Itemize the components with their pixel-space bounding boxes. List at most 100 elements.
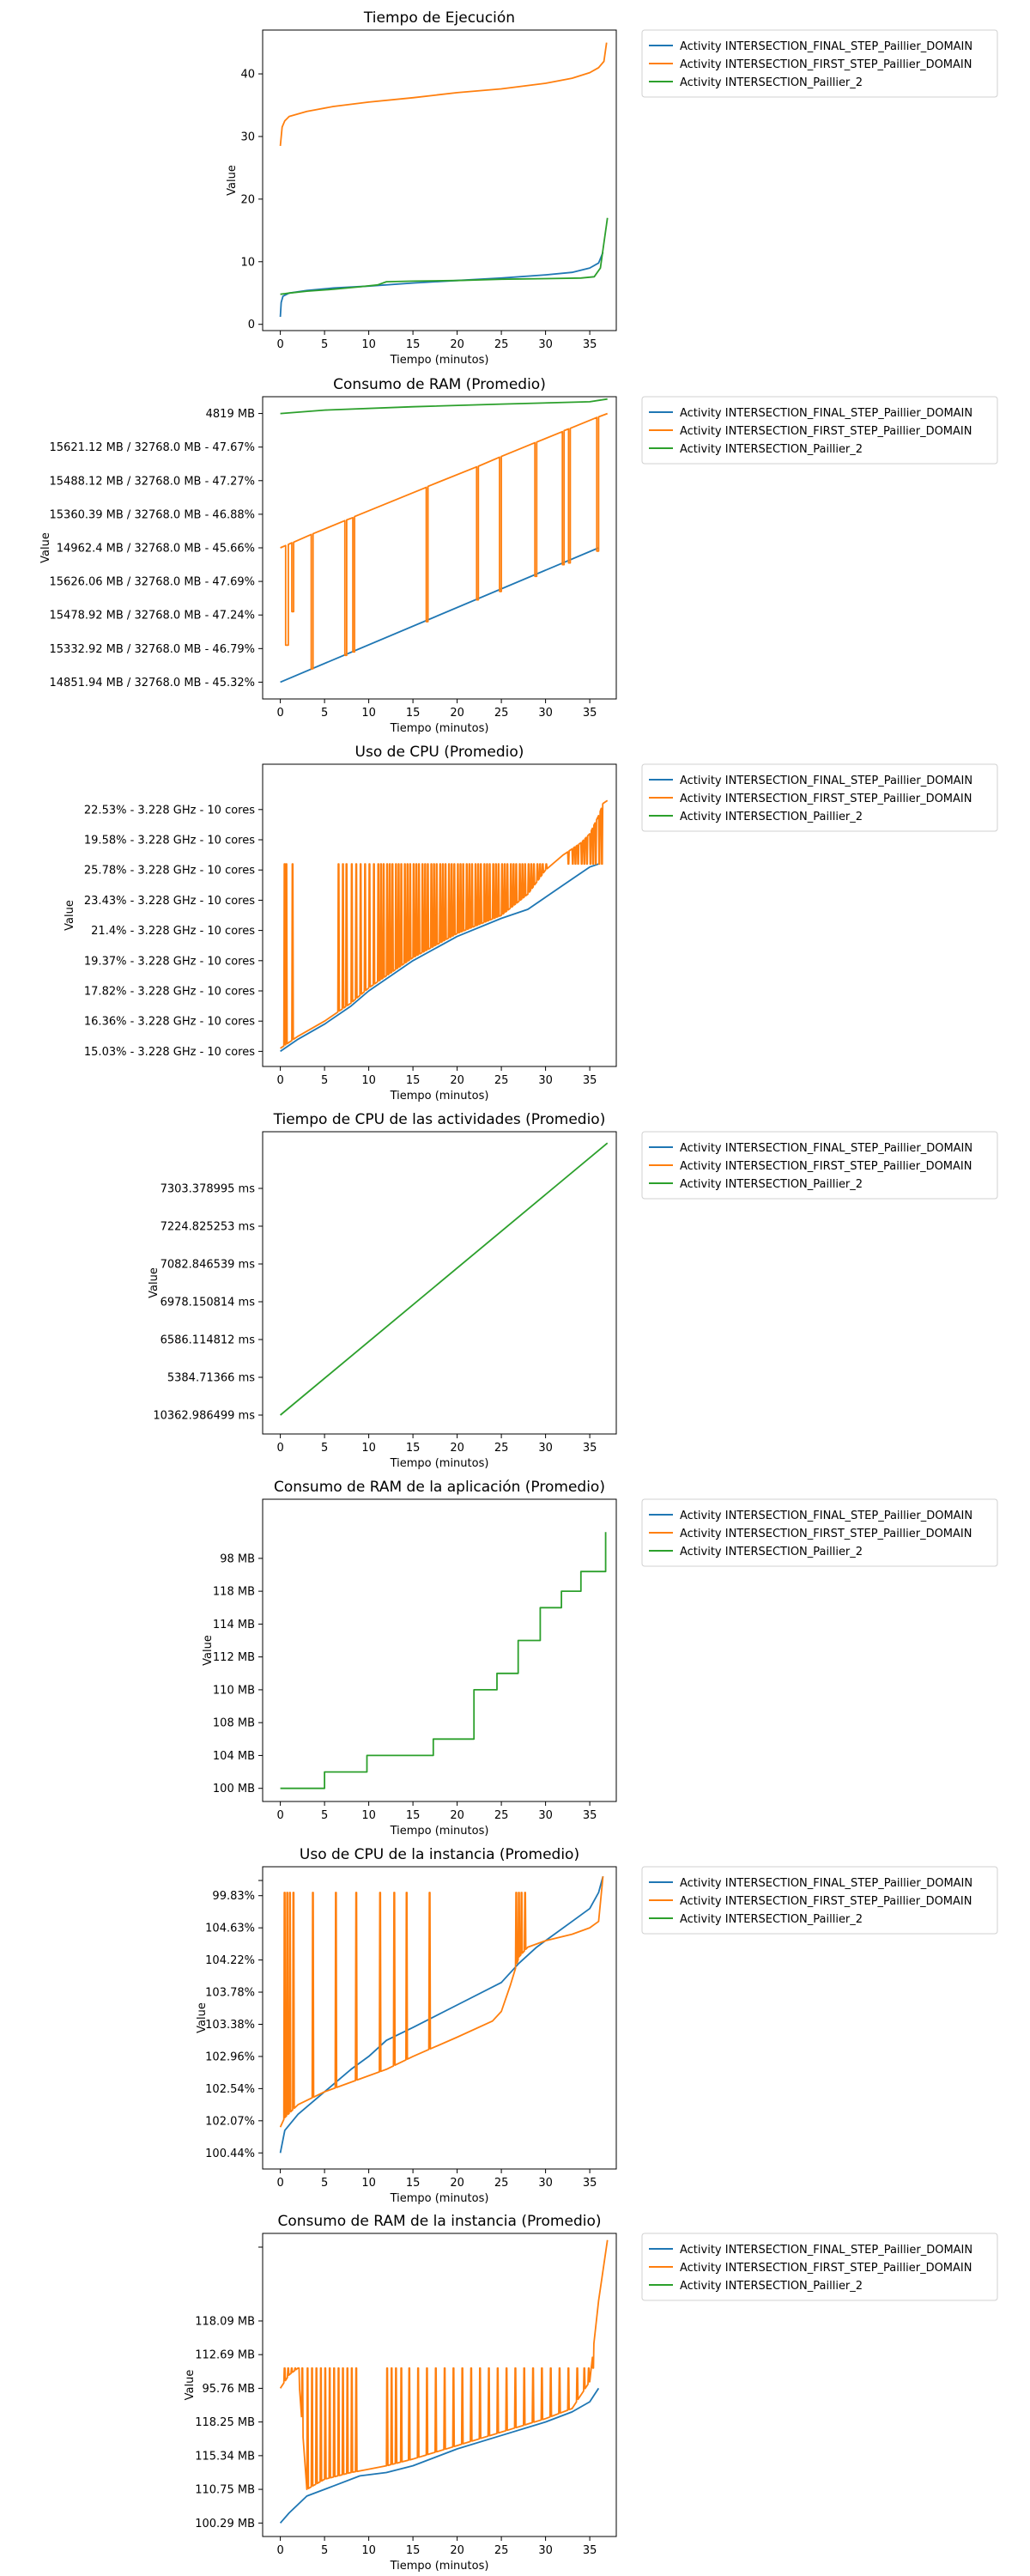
legend-box	[641, 2233, 998, 2301]
legend: Activity INTERSECTION_FINAL_STEP_Paillie…	[641, 1131, 998, 1200]
y-tick-label: 15626.06 MB / 32768.0 MB - 47.69%	[50, 576, 256, 589]
x-tick-label: 20	[450, 2544, 464, 2557]
x-tick-label: 10	[361, 707, 376, 720]
x-axis-label: Tiempo (minutos)	[390, 1825, 489, 1838]
x-tick-label: 0	[276, 2544, 283, 2557]
legend-label: Activity INTERSECTION_Paillier_2	[680, 76, 863, 89]
axes-frame	[262, 1131, 617, 1435]
x-tick-label: 15	[406, 1442, 421, 1455]
legend-label: Activity INTERSECTION_FINAL_STEP_Paillie…	[680, 407, 972, 420]
series-line-1	[279, 1876, 604, 2128]
y-tick-label: 10	[240, 256, 255, 269]
plot-area	[280, 799, 609, 1053]
legend-label: Activity INTERSECTION_Paillier_2	[680, 1546, 863, 1558]
x-tick-label: 0	[276, 1074, 283, 1087]
legend-label: Activity INTERSECTION_FIRST_STEP_Paillie…	[680, 2262, 972, 2275]
y-tick-label: 15.03% - 3.228 GHz - 10 cores	[84, 1046, 255, 1059]
x-tick-label: 30	[538, 2177, 553, 2190]
y-tick-label: 5384.71366 ms	[167, 1372, 255, 1385]
y-tick-label: 10362.986499 ms	[153, 1410, 255, 1423]
legend-label: Activity INTERSECTION_FIRST_STEP_Paillie…	[680, 58, 972, 71]
x-tick-label: 5	[321, 707, 328, 720]
y-tick-label: 95.76 MB	[203, 2383, 255, 2396]
y-tick-label: 112.69 MB	[195, 2349, 255, 2362]
y-tick-label: 25.78% - 3.228 GHz - 10 cores	[84, 865, 255, 878]
x-tick-label: 20	[450, 1074, 464, 1087]
legend-label: Activity INTERSECTION_FINAL_STEP_Paillie…	[680, 775, 972, 787]
y-tick-label: 7082.846539 ms	[161, 1259, 256, 1272]
legend: Activity INTERSECTION_FINAL_STEP_Paillie…	[641, 1866, 998, 1935]
x-tick-label: 5	[321, 338, 328, 351]
y-tick-label: 19.37% - 3.228 GHz - 10 cores	[84, 955, 255, 968]
legend-label: Activity INTERSECTION_FINAL_STEP_Paillie…	[680, 40, 972, 53]
y-tick-label: 104.63%	[205, 1923, 255, 1935]
x-tick-label: 25	[494, 2544, 509, 2557]
y-axis-label: Value	[148, 1267, 161, 1298]
x-tick-label: 20	[450, 2177, 464, 2190]
y-tick-label: 118.25 MB	[195, 2416, 255, 2429]
legend-label: Activity INTERSECTION_FIRST_STEP_Paillie…	[680, 1895, 972, 1908]
x-tick-label: 30	[538, 2544, 553, 2557]
series-line-1	[280, 799, 609, 1049]
legend: Activity INTERSECTION_FINAL_STEP_Paillie…	[641, 29, 998, 98]
x-tick-label: 0	[276, 1442, 283, 1455]
x-tick-label: 30	[538, 1442, 553, 1455]
y-tick-label: 23.43% - 3.228 GHz - 10 cores	[84, 895, 255, 908]
chart-title: Consumo de RAM (Promedio)	[333, 376, 546, 393]
series-line-0	[280, 547, 599, 683]
y-tick-label: 6978.150814 ms	[161, 1297, 256, 1309]
legend-label: Activity INTERSECTION_Paillier_2	[680, 811, 863, 823]
y-tick-label: 110 MB	[213, 1684, 255, 1697]
y-tick-label: 7303.378995 ms	[161, 1183, 256, 1196]
x-tick-label: 35	[583, 1074, 597, 1087]
y-tick-label: 15332.92 MB / 32768.0 MB - 46.79%	[50, 643, 256, 656]
chart-title: Consumo de RAM de la instancia (Promedio…	[278, 2213, 602, 2230]
x-tick-label: 5	[321, 2544, 328, 2557]
x-tick-label: 10	[361, 1074, 376, 1087]
y-axis-label: Value	[64, 900, 76, 931]
x-tick-label: 25	[494, 1809, 509, 1822]
axes-frame	[262, 763, 617, 1067]
chart-title: Consumo de RAM de la aplicación (Promedi…	[274, 1479, 605, 1496]
x-tick-label: 15	[406, 2544, 421, 2557]
y-tick-label: 0	[248, 319, 255, 331]
legend-label: Activity INTERSECTION_FIRST_STEP_Paillie…	[680, 1528, 972, 1540]
series-line-2	[280, 1532, 607, 1789]
y-tick-label: 15478.92 MB / 32768.0 MB - 47.24%	[50, 610, 256, 623]
legend-label: Activity INTERSECTION_FINAL_STEP_Paillie…	[680, 1510, 972, 1522]
y-tick-label: 102.96%	[205, 2050, 255, 2063]
chart-1: Consumo de RAM (Promedio) 0 5 10 15 20 25 30 35 1…	[39, 376, 998, 735]
y-tick-label: 100.29 MB	[195, 2518, 255, 2530]
x-tick-label: 35	[583, 707, 597, 720]
y-tick-label: 100 MB	[213, 1783, 255, 1795]
y-tick-label: 104 MB	[213, 1750, 255, 1763]
legend: Activity INTERSECTION_FINAL_STEP_Paillie…	[641, 763, 998, 832]
x-tick-label: 0	[276, 338, 283, 351]
plot-area	[279, 2239, 609, 2524]
plot-area	[280, 1532, 607, 1789]
legend-box	[641, 763, 998, 832]
x-tick-label: 5	[321, 1442, 328, 1455]
series-line-1	[279, 2239, 609, 2490]
y-axis-label: Value	[202, 1635, 215, 1666]
y-tick-label: 19.58% - 3.228 GHz - 10 cores	[84, 835, 255, 848]
legend-label: Activity INTERSECTION_FINAL_STEP_Paillie…	[680, 2244, 972, 2257]
legend: Activity INTERSECTION_FINAL_STEP_Paillie…	[641, 1498, 998, 1567]
y-axis-label: Value	[184, 2370, 197, 2401]
x-tick-label: 25	[494, 2177, 509, 2190]
x-tick-label: 30	[538, 707, 553, 720]
x-tick-label: 20	[450, 338, 464, 351]
y-tick-label: 103.78%	[205, 1987, 255, 2000]
x-axis-label: Tiempo (minutos)	[390, 722, 489, 735]
legend-box	[641, 1498, 998, 1567]
y-tick-label: 7224.825253 ms	[161, 1221, 256, 1234]
x-tick-label: 10	[361, 1442, 376, 1455]
plot-area	[279, 1875, 604, 2154]
x-tick-label: 30	[538, 1074, 553, 1087]
x-tick-label: 15	[406, 707, 421, 720]
x-tick-label: 20	[450, 1442, 464, 1455]
chart-3: Tiempo de CPU de las actividades (Promed…	[148, 1111, 998, 1470]
chart-2: Uso de CPU (Promedio) 0 5 10 15 20 25 30 35 15.03…	[64, 744, 998, 1103]
chart-title: Tiempo de CPU de las actividades (Promed…	[273, 1111, 606, 1128]
